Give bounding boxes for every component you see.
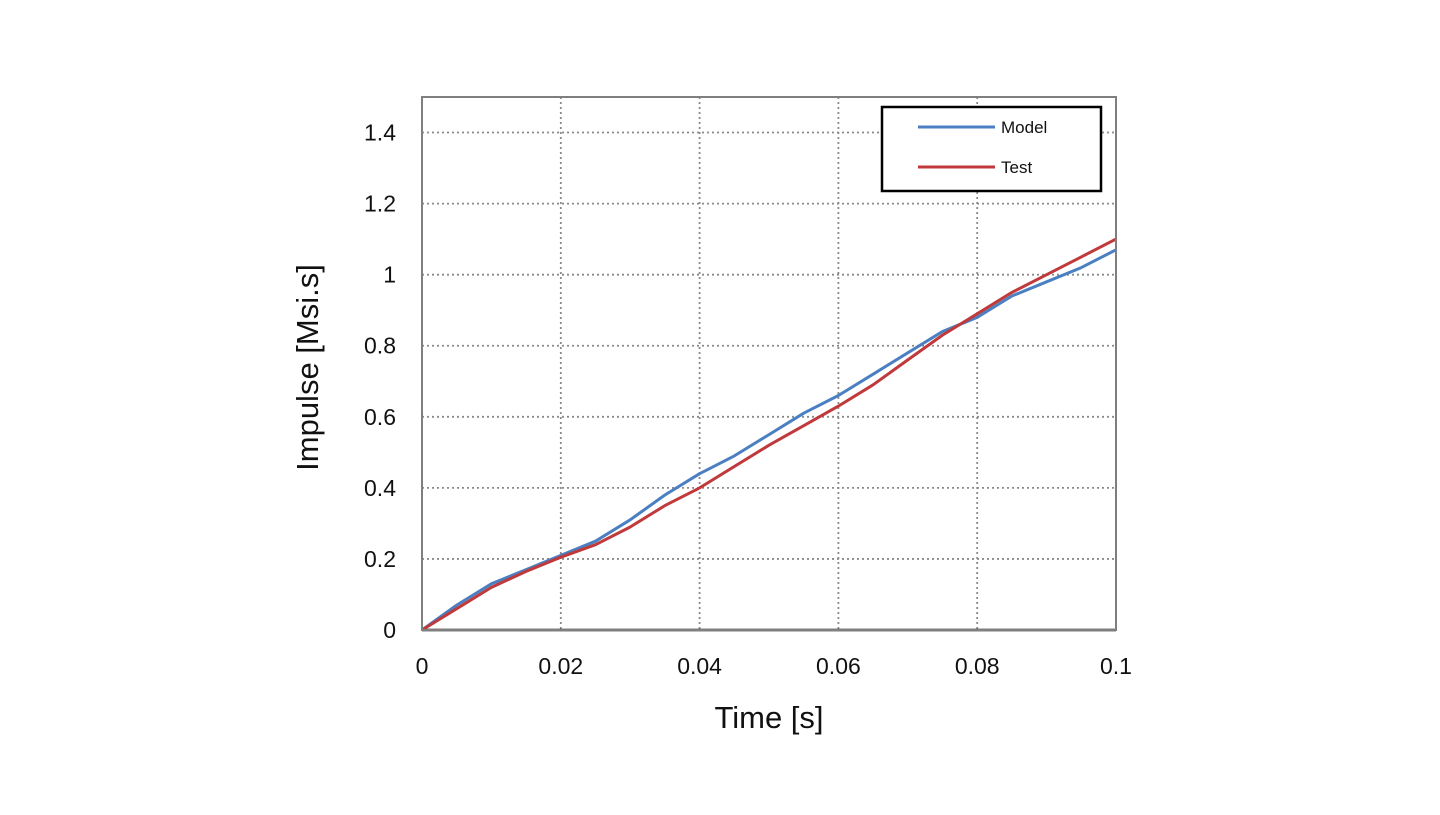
y-tick-label: 1.4 xyxy=(364,120,396,146)
series-line-test xyxy=(421,237,1117,632)
x-tick-label: 0.08 xyxy=(955,653,1000,679)
x-tick-label: 0.04 xyxy=(677,653,722,679)
x-tick-label: 0.02 xyxy=(538,653,583,679)
series-lines xyxy=(421,237,1117,632)
y-tick-label: 0 xyxy=(383,617,396,643)
y-tick-label: 1 xyxy=(383,262,396,288)
legend-box xyxy=(880,105,1103,193)
x-tick-label: 0.06 xyxy=(816,653,861,679)
y-axis-title: Impulse [Msi.s] xyxy=(290,264,325,471)
y-tick-label: 0.6 xyxy=(364,404,396,430)
y-tick-label: 0.4 xyxy=(364,475,396,501)
legend: Model Test xyxy=(880,105,1103,193)
series-line-model xyxy=(421,248,1117,632)
legend-label-test: Test xyxy=(1001,158,1032,177)
y-tick-label: 0.8 xyxy=(364,333,396,359)
x-tick-label: 0.1 xyxy=(1100,653,1132,679)
x-axis-title: Time [s] xyxy=(714,700,823,735)
tick-labels: 0 0.02 0.04 0.06 0.08 0.1 0 0.2 0.4 0.6 0.8 1 1.2 1.4 xyxy=(364,120,1132,679)
y-tick-label: 0.2 xyxy=(364,546,396,572)
x-tick-label: 0 xyxy=(416,653,429,679)
y-tick-label: 1.2 xyxy=(364,191,396,217)
legend-label-model: Model xyxy=(1001,118,1047,137)
plot-frame xyxy=(421,96,1117,631)
